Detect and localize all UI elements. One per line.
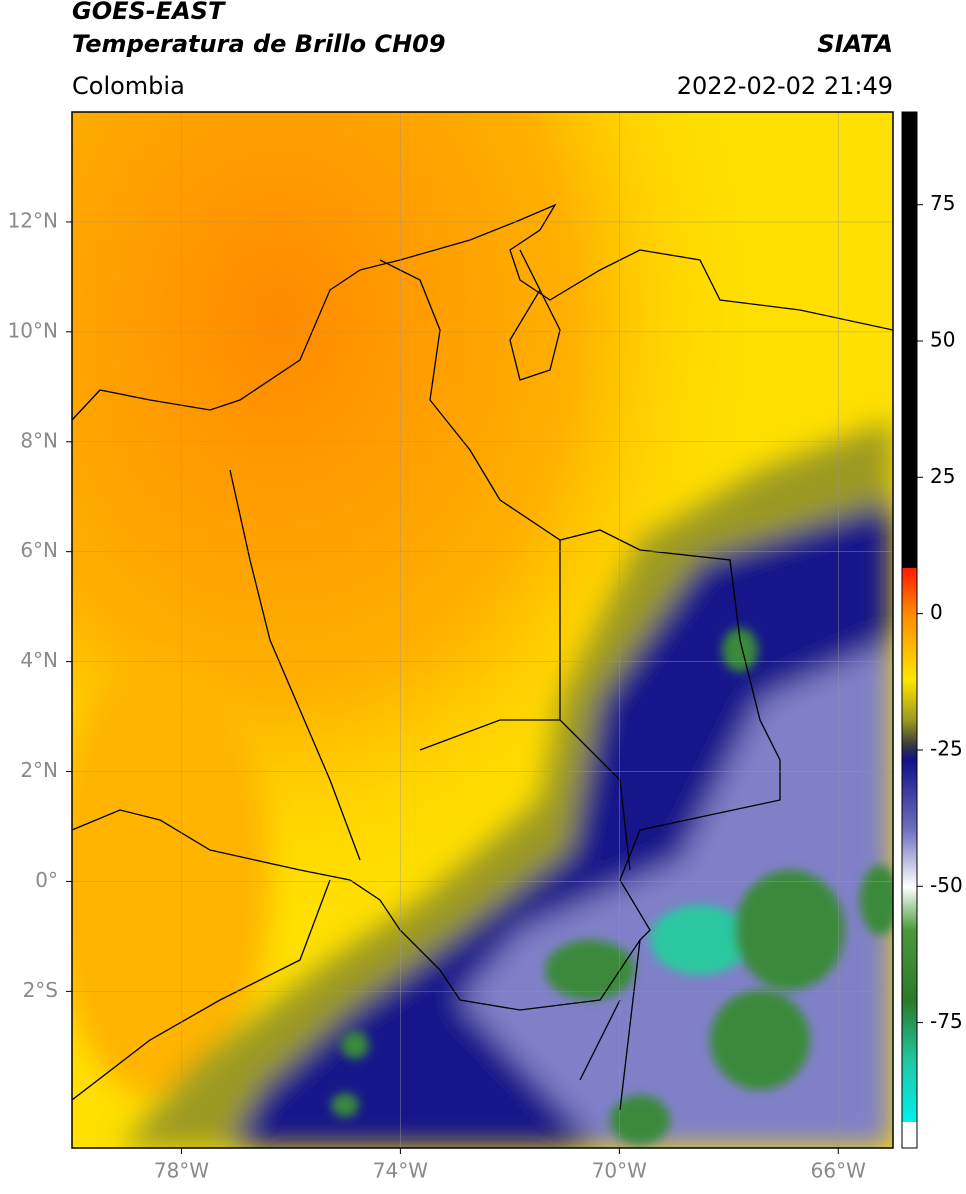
map-frame (71, 111, 894, 1149)
colorbar (901, 111, 918, 1149)
datetime: 2022-02-02 21:49 (677, 72, 893, 100)
y-tick-label: 12°N (8, 208, 58, 232)
subtitle: Temperatura de Brillo CH09 (72, 30, 446, 58)
colorbar-tick-label: -75 (930, 1009, 963, 1033)
colorbar-tick-label: 25 (930, 464, 955, 488)
grid (72, 112, 893, 1148)
source: SIATA (817, 30, 893, 58)
title: GOES-EAST (72, 0, 226, 25)
x-tick-label: 70°W (592, 1159, 647, 1183)
y-tick-label: 10°N (8, 318, 58, 342)
y-tick-label: 2°N (20, 758, 58, 782)
x-tick-label: 74°W (373, 1159, 428, 1183)
map-image (72, 112, 893, 1148)
region: Colombia (72, 72, 185, 100)
x-tick-label: 78°W (154, 1159, 209, 1183)
y-tick-label: 2°S (23, 978, 58, 1002)
y-tick-label: 8°N (20, 428, 58, 452)
y-tick-label: 6°N (20, 538, 58, 562)
colorbar-tick-label: -25 (930, 736, 963, 760)
colorbar-tick-label: 0 (930, 600, 943, 624)
colorbar-tick-label: 50 (930, 328, 955, 352)
colorbar-tick-label: -50 (930, 873, 963, 897)
y-tick-label: 4°N (20, 648, 58, 672)
y-tick-label: 0° (35, 868, 58, 892)
x-tick-label: 66°W (811, 1159, 866, 1183)
colorbar-tick-label: 75 (930, 191, 955, 215)
